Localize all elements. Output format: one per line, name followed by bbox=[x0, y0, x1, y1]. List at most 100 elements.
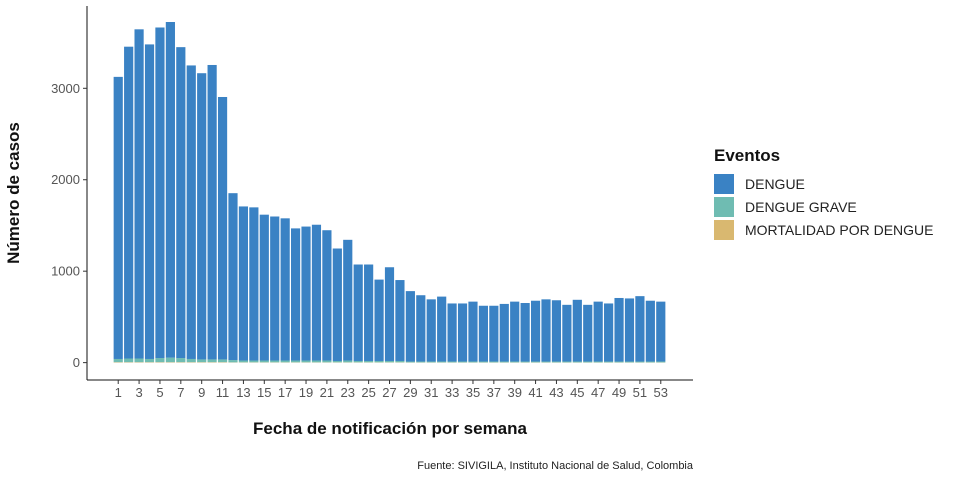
bar-dengue-grave-week-37 bbox=[489, 361, 499, 363]
legend-item-dengue-grave: DENGUE GRAVE bbox=[714, 195, 934, 218]
bar-dengue-week-41 bbox=[530, 300, 541, 362]
x-tick-label: 7 bbox=[177, 385, 184, 400]
bar-dengue-week-11 bbox=[217, 96, 228, 360]
bar-dengue-grave-week-49 bbox=[614, 361, 624, 363]
bar-dengue-grave-week-51 bbox=[635, 361, 645, 363]
x-tick-label: 5 bbox=[156, 385, 163, 400]
x-tick-label: 53 bbox=[654, 385, 668, 400]
x-tick-label: 41 bbox=[528, 385, 542, 400]
bar-dengue-week-40 bbox=[520, 303, 530, 362]
x-tick-label: 23 bbox=[341, 385, 355, 400]
x-tick-label: 35 bbox=[466, 385, 480, 400]
bar-dengue-week-43 bbox=[551, 300, 562, 362]
legend-key-dengue bbox=[714, 173, 734, 194]
legend-item-mortalidad: MORTALIDAD POR DENGUE bbox=[714, 218, 934, 241]
bar-dengue-grave-week-14 bbox=[249, 360, 259, 363]
bar-area bbox=[113, 22, 666, 363]
bar-dengue-week-4 bbox=[144, 44, 155, 359]
bar-dengue-week-49 bbox=[614, 297, 624, 362]
bar-dengue-grave-week-7 bbox=[176, 358, 186, 363]
x-tick-label: 49 bbox=[612, 385, 626, 400]
bar-dengue-grave-week-34 bbox=[457, 361, 468, 363]
bar-dengue-week-23 bbox=[343, 239, 353, 361]
bar-dengue-week-52 bbox=[645, 300, 655, 362]
x-tick-label: 19 bbox=[299, 385, 313, 400]
bar-dengue-grave-week-33 bbox=[447, 361, 457, 363]
x-tick-label: 15 bbox=[257, 385, 271, 400]
bar-dengue-grave-week-30 bbox=[416, 361, 426, 363]
x-tick-label: 25 bbox=[361, 385, 375, 400]
legend-label: DENGUE GRAVE bbox=[745, 198, 857, 215]
x-tick-label: 29 bbox=[403, 385, 417, 400]
bar-dengue-grave-week-53 bbox=[656, 361, 666, 363]
bar-dengue-week-45 bbox=[572, 299, 582, 362]
bar-dengue-grave-week-28 bbox=[395, 360, 405, 363]
x-tick-label: 45 bbox=[570, 385, 584, 400]
bar-dengue-grave-week-11 bbox=[217, 359, 228, 363]
bar-dengue-week-15 bbox=[259, 214, 269, 361]
bar-dengue-week-53 bbox=[656, 301, 666, 362]
x-tick-label: 21 bbox=[320, 385, 334, 400]
bar-dengue-grave-week-15 bbox=[259, 360, 269, 363]
x-tick-label: 3 bbox=[135, 385, 142, 400]
bar-dengue-grave-week-17 bbox=[280, 360, 290, 363]
bar-dengue-week-29 bbox=[405, 291, 415, 362]
x-tick-label: 13 bbox=[236, 385, 250, 400]
bar-dengue-week-16 bbox=[270, 216, 280, 361]
bar-dengue-week-34 bbox=[457, 303, 468, 362]
bar-dengue-grave-week-27 bbox=[384, 360, 395, 363]
bar-dengue-week-35 bbox=[468, 301, 478, 362]
x-tick-label: 1 bbox=[115, 385, 122, 400]
legend-label: DENGUE bbox=[745, 175, 805, 192]
bar-dengue-week-46 bbox=[583, 304, 593, 362]
x-tick-label: 27 bbox=[382, 385, 396, 400]
bar-dengue-grave-week-10 bbox=[207, 359, 217, 363]
bar-dengue-week-27 bbox=[384, 267, 395, 361]
legend-label: MORTALIDAD POR DENGUE bbox=[745, 221, 934, 238]
bar-dengue-grave-week-35 bbox=[468, 361, 478, 363]
bar-dengue-week-14 bbox=[249, 207, 259, 361]
bar-dengue-week-36 bbox=[478, 305, 488, 362]
bar-dengue-week-20 bbox=[311, 224, 322, 361]
bar-dengue-week-12 bbox=[228, 193, 238, 361]
bar-dengue-week-10 bbox=[207, 64, 217, 360]
bar-dengue-week-39 bbox=[510, 301, 520, 362]
bar-dengue-week-7 bbox=[176, 47, 186, 359]
bar-dengue-grave-week-22 bbox=[332, 360, 342, 363]
bar-dengue-grave-week-21 bbox=[322, 360, 332, 363]
bar-dengue-grave-week-31 bbox=[426, 361, 436, 363]
x-axis-title: Fecha de notificación por semana bbox=[253, 419, 528, 438]
bar-dengue-grave-week-8 bbox=[186, 358, 196, 363]
bar-dengue-week-24 bbox=[353, 264, 363, 361]
bar-dengue-grave-week-19 bbox=[301, 360, 311, 363]
bar-dengue-week-30 bbox=[416, 295, 426, 362]
bar-dengue-grave-week-26 bbox=[374, 360, 384, 363]
bar-dengue-grave-week-25 bbox=[364, 360, 374, 363]
source-caption: Fuente: SIVIGILA, Instituto Nacional de … bbox=[417, 460, 693, 472]
legend-key-dengue-grave bbox=[714, 196, 734, 217]
x-tick-label: 17 bbox=[278, 385, 292, 400]
y-axis-ticks: 0 1000 2000 3000 bbox=[51, 81, 87, 370]
bar-dengue-week-3 bbox=[134, 29, 144, 359]
x-axis-ticks: 1 3 5 7 9 11 13 15 17 19 21 23 25 27 29 31 33 35 37 39 41 43 4… bbox=[115, 380, 668, 400]
x-tick-label: 31 bbox=[424, 385, 438, 400]
bar-dengue-week-31 bbox=[426, 299, 436, 362]
bar-dengue-week-5 bbox=[155, 27, 165, 359]
bar-dengue-grave-week-48 bbox=[604, 361, 614, 363]
bar-dengue-grave-week-6 bbox=[165, 357, 175, 363]
bar-dengue-week-9 bbox=[197, 73, 207, 360]
bar-dengue-grave-week-47 bbox=[593, 361, 603, 363]
bar-dengue-week-21 bbox=[322, 230, 332, 361]
y-tick-label: 3000 bbox=[51, 81, 80, 96]
legend-key-mortalidad bbox=[714, 219, 734, 240]
bar-dengue-grave-week-50 bbox=[624, 361, 635, 363]
bar-dengue-week-22 bbox=[332, 248, 342, 361]
bar-dengue-grave-week-18 bbox=[291, 360, 301, 363]
legend-title: Eventos bbox=[714, 146, 781, 165]
x-tick-label: 39 bbox=[507, 385, 521, 400]
bar-dengue-week-17 bbox=[280, 218, 290, 361]
bar-dengue-grave-week-40 bbox=[520, 361, 530, 363]
bar-dengue-grave-week-3 bbox=[134, 358, 144, 363]
bar-dengue-grave-week-32 bbox=[437, 361, 447, 363]
